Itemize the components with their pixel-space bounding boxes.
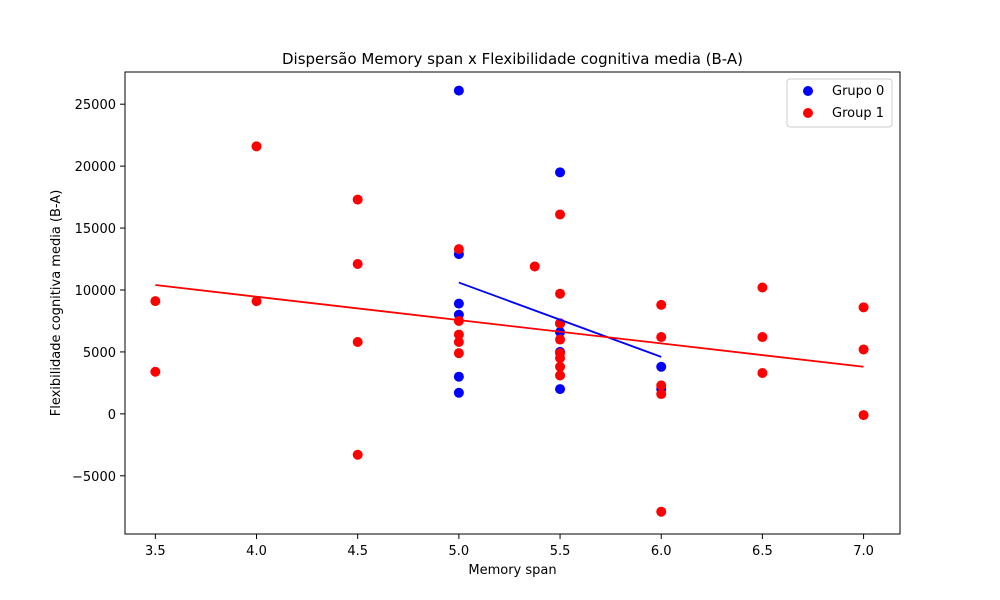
data-point-group-1 bbox=[656, 389, 667, 400]
data-point-grupo-0 bbox=[555, 384, 566, 395]
x-axis-label: Memory span bbox=[468, 563, 556, 578]
legend: Grupo 0 Group 1 bbox=[786, 78, 893, 128]
axes-frame bbox=[124, 71, 901, 535]
data-point-group-1 bbox=[555, 288, 566, 299]
data-point-group-1 bbox=[453, 244, 464, 255]
y-tick-label: 15000 bbox=[75, 222, 116, 237]
y-axis-label: Flexibilidade cognitiva media (B-A) bbox=[49, 190, 64, 417]
legend-marker-group-1 bbox=[803, 108, 813, 118]
data-point-group-1 bbox=[150, 366, 161, 377]
data-point-group-1 bbox=[150, 296, 161, 307]
y-tick-label: −5000 bbox=[72, 470, 116, 485]
y-tick-label: 0 bbox=[108, 408, 116, 423]
data-point-group-1 bbox=[555, 334, 566, 345]
data-point-group-1 bbox=[555, 361, 566, 372]
x-tick-label: 3.5 bbox=[145, 544, 166, 559]
trend-line-grupo-0 bbox=[458, 281, 662, 358]
data-point-group-1 bbox=[555, 209, 566, 220]
data-point-group-1 bbox=[656, 506, 667, 517]
x-tick-label: 4.0 bbox=[246, 544, 267, 559]
data-point-grupo-0 bbox=[453, 298, 464, 309]
data-point-group-1 bbox=[858, 302, 869, 313]
data-point-group-1 bbox=[352, 194, 363, 205]
data-point-group-1 bbox=[858, 344, 869, 355]
data-point-group-1 bbox=[757, 332, 768, 343]
data-point-group-1 bbox=[453, 348, 464, 359]
x-tick-label: 5.5 bbox=[550, 544, 571, 559]
y-tick-label: 5000 bbox=[83, 346, 116, 361]
data-point-group-1 bbox=[656, 380, 667, 391]
data-point-group-1 bbox=[529, 261, 540, 272]
data-point-group-1 bbox=[453, 329, 464, 340]
x-tick-label: 6.0 bbox=[651, 544, 672, 559]
x-tick-label: 6.5 bbox=[752, 544, 773, 559]
data-point-group-1 bbox=[251, 141, 262, 152]
legend-marker-grupo-0 bbox=[803, 86, 813, 96]
data-point-grupo-0 bbox=[453, 387, 464, 398]
x-tick-label: 7.0 bbox=[853, 544, 874, 559]
y-axis: −5000 0 5000 10000 15000 20000 25000 bbox=[72, 98, 125, 485]
data-point-group-1 bbox=[555, 370, 566, 381]
data-point-group-1 bbox=[453, 337, 464, 348]
plot-marks bbox=[150, 85, 869, 517]
data-point-group-1 bbox=[352, 337, 363, 348]
data-point-grupo-0 bbox=[555, 167, 566, 178]
data-point-group-1 bbox=[858, 410, 869, 421]
y-tick-label: 10000 bbox=[75, 284, 116, 299]
data-point-group-1 bbox=[656, 299, 667, 310]
legend-box bbox=[786, 78, 893, 128]
x-tick-label: 4.5 bbox=[347, 544, 368, 559]
x-tick-label: 5.0 bbox=[449, 544, 470, 559]
data-point-group-1 bbox=[251, 296, 262, 307]
data-point-group-1 bbox=[352, 258, 363, 269]
data-point-grupo-0 bbox=[453, 371, 464, 382]
x-axis: 3.5 4.0 4.5 5.0 5.5 6.0 6.5 7.0 bbox=[145, 534, 874, 559]
data-point-group-1 bbox=[656, 332, 667, 343]
data-point-grupo-0 bbox=[453, 85, 464, 96]
data-point-group-1 bbox=[555, 353, 566, 364]
legend-label-group-1: Group 1 bbox=[832, 106, 884, 121]
data-point-group-1 bbox=[352, 449, 363, 460]
y-tick-label: 25000 bbox=[75, 98, 116, 113]
data-point-grupo-0 bbox=[656, 361, 667, 372]
legend-label-grupo-0: Grupo 0 bbox=[832, 84, 884, 99]
data-point-group-1 bbox=[757, 282, 768, 293]
trend-line-group-1 bbox=[155, 284, 864, 368]
data-point-group-1 bbox=[757, 367, 768, 378]
y-tick-label: 20000 bbox=[75, 160, 116, 175]
chart-title: Dispersão Memory span x Flexibilidade co… bbox=[282, 50, 743, 68]
